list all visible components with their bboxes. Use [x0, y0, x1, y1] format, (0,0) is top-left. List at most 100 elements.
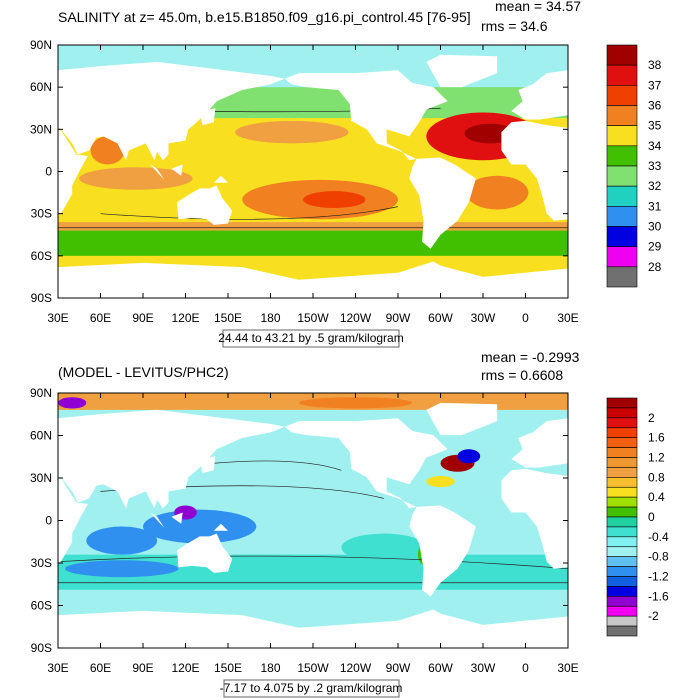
colorbar-box — [606, 576, 638, 587]
colorbar-label: 33 — [648, 159, 662, 173]
y-tick-label: 90S — [31, 291, 52, 305]
x-tick-label: 90E — [132, 661, 153, 675]
colorbar-box — [606, 546, 638, 557]
colorbar-box — [606, 407, 638, 419]
x-tick-label: 30W — [471, 311, 496, 325]
x-tick-label: 30W — [471, 661, 496, 675]
x-tick-label: 150E — [214, 311, 242, 325]
colorbar: 38 37 36 35 34 33 32 31 30 29 28 — [606, 44, 662, 288]
info-text: 24.44 to 43.21 by .5 gram/kilogram — [218, 331, 403, 345]
colorbar-box — [606, 496, 638, 508]
colorbar-box — [606, 417, 638, 429]
colorbar-label: -2 — [648, 609, 659, 623]
colorbar-box — [606, 566, 638, 577]
colorbar-box — [606, 266, 638, 288]
x-tick-label: 180 — [260, 311, 280, 325]
colorbar-label: 30 — [648, 220, 662, 234]
colorbar: 2 1.6 1.2 0.8 0.4 0 -0.4 -0.8 -1.2 -1.6 -2 — [606, 397, 669, 637]
y-tick-label: 0 — [45, 514, 52, 528]
y-tick-label: 30S — [31, 556, 52, 570]
colorbar-box — [606, 437, 638, 448]
colorbar-label: -1.2 — [648, 570, 669, 584]
colorbar-label: 2 — [648, 411, 655, 425]
y-tick-label: 60N — [30, 429, 52, 443]
colorbar-label: -0.4 — [648, 530, 669, 544]
x-tick-label: 90E — [132, 311, 153, 325]
x-tick-label: 60W — [428, 661, 453, 675]
colorbar-box — [606, 185, 638, 207]
colorbar-box — [606, 145, 638, 167]
colorbar-box — [606, 536, 638, 548]
colorbar-box — [606, 226, 638, 247]
x-tick-label: 0 — [522, 311, 529, 325]
y-tick-label: 60S — [31, 599, 52, 613]
y-tick-label: 60N — [30, 80, 52, 94]
info-box — [223, 679, 400, 698]
colorbar-label: 32 — [648, 179, 662, 193]
colorbar-label: 1.6 — [648, 431, 665, 445]
colorbar-box — [606, 44, 638, 66]
panel-salinity: SALINITY at z= 45.0m, b.e15.B1850.f09_g1… — [30, 0, 662, 348]
x-tick-label: 0 — [522, 661, 529, 675]
colorbar-label: 35 — [648, 119, 662, 133]
y-tick-label: 90N — [30, 386, 52, 400]
colorbar-box — [606, 457, 638, 468]
x-tick-label: 30E — [47, 311, 68, 325]
colorbar-label: 28 — [648, 260, 662, 274]
x-tick-label: 120W — [340, 661, 372, 675]
colorbar-box — [606, 85, 638, 106]
x-tick-label: 30E — [47, 661, 68, 675]
colorbar-box — [606, 526, 638, 538]
rms-label: rms = 34.6 — [481, 18, 548, 34]
colorbar-box — [606, 556, 638, 567]
colorbar-label: 34 — [648, 139, 662, 153]
x-tick-label: 120E — [171, 311, 199, 325]
map-field — [58, 45, 568, 298]
colorbar-box — [606, 486, 638, 498]
map-field — [58, 393, 568, 646]
colorbar-box — [606, 516, 638, 528]
colorbar-label: 38 — [648, 58, 662, 72]
colorbar-box — [606, 605, 638, 617]
y-tick-label: 30N — [30, 122, 52, 136]
colorbar-label: 0.4 — [648, 490, 665, 504]
mean-label: mean = 34.57 — [495, 0, 581, 14]
colorbar-box — [606, 105, 638, 126]
x-tick-label: 60E — [90, 661, 111, 675]
x-tick-label: 30E — [557, 661, 578, 675]
panel-difference: (MODEL - LEVITUS/PHC2) mean = -0.2993 rm… — [30, 349, 669, 698]
x-tick-label: 60E — [90, 311, 111, 325]
colorbar-box — [606, 427, 638, 438]
y-tick-label: 90S — [31, 641, 52, 655]
colorbar-label: -0.8 — [648, 550, 669, 564]
rms-label: rms = 0.6608 — [481, 367, 563, 383]
y-tick-label: 90N — [30, 38, 52, 52]
y-tick-label: 0 — [45, 165, 52, 179]
axes: 30E 60E 90E 120E 150E 180 150W 120W 90W 60W 30W 0 30… — [30, 386, 579, 675]
colorbar-label: 0 — [648, 510, 655, 524]
y-tick-label: 60S — [31, 249, 52, 263]
colorbar-box — [606, 477, 638, 488]
x-tick-label: 30E — [557, 311, 578, 325]
colorbar-box — [606, 586, 638, 597]
panel-title: (MODEL - LEVITUS/PHC2) — [58, 364, 229, 380]
y-tick-label: 30N — [30, 471, 52, 485]
colorbar-box — [606, 165, 638, 187]
x-tick-label: 60W — [428, 311, 453, 325]
colorbar-label: 0.8 — [648, 470, 665, 484]
colorbar-box — [606, 467, 638, 478]
colorbar-box — [606, 397, 638, 409]
x-tick-label: 150E — [214, 661, 242, 675]
colorbar-box — [606, 125, 638, 147]
colorbar-label: 37 — [648, 78, 662, 92]
colorbar-box — [606, 615, 638, 627]
axes: 30E 60E 90E 120E 150E 180 150W 120W 90W 60W 30W 0 30… — [30, 38, 579, 325]
colorbar-box — [606, 506, 638, 518]
x-tick-label: 90W — [386, 661, 411, 675]
y-tick-label: 30S — [31, 207, 52, 221]
x-tick-label: 180 — [260, 661, 280, 675]
x-tick-label: 90W — [386, 311, 411, 325]
colorbar-label: 29 — [648, 240, 662, 254]
colorbar-label: 36 — [648, 99, 662, 113]
